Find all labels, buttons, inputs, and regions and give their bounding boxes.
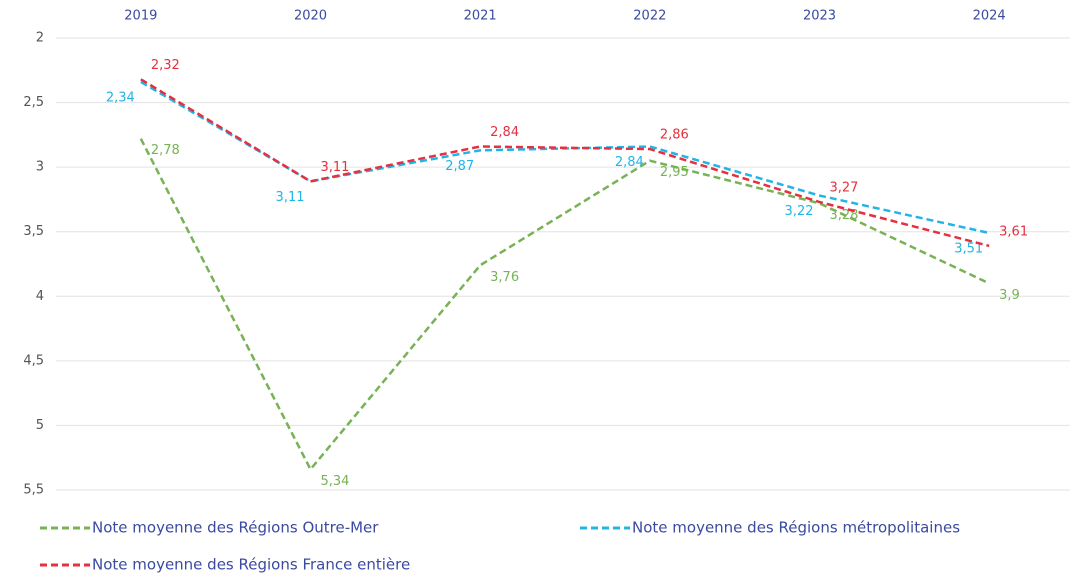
x-tick-label: 2019: [124, 9, 157, 24]
data-label: 3,11: [276, 190, 305, 205]
y-tick-label: 4,5: [23, 353, 44, 368]
data-label: 5,34: [321, 474, 350, 489]
legend-label: Note moyenne des Régions France entière: [92, 556, 410, 574]
x-tick-label: 2024: [973, 9, 1006, 24]
data-label: 3,27: [830, 181, 859, 196]
data-label: 3,28: [830, 208, 859, 223]
legend-label: Note moyenne des Régions Outre-Mer: [92, 519, 379, 537]
data-label: 2,32: [151, 58, 180, 73]
legend-label: Note moyenne des Régions métropolitaines: [632, 519, 960, 537]
y-tick-label: 2: [36, 31, 44, 46]
data-label: 2,95: [660, 165, 689, 180]
data-label: 3,9: [999, 288, 1020, 303]
data-label: 3,11: [321, 160, 350, 175]
x-tick-label: 2020: [294, 9, 327, 24]
y-tick-label: 3,5: [23, 224, 44, 239]
y-tick-label: 5,5: [23, 483, 44, 498]
y-tick-label: 3: [36, 160, 44, 175]
y-tick-label: 4: [36, 289, 44, 304]
x-tick-label: 2023: [803, 9, 836, 24]
y-tick-label: 2,5: [23, 95, 44, 110]
x-tick-label: 2022: [633, 9, 666, 24]
data-label: 3,22: [785, 204, 814, 219]
data-label: 3,61: [999, 224, 1028, 239]
data-label: 2,87: [445, 159, 474, 174]
y-tick-label: 5: [36, 418, 44, 433]
data-label: 3,51: [954, 242, 983, 257]
data-label: 2,78: [151, 143, 180, 158]
series-line: [139, 138, 990, 472]
x-tick-label: 2021: [464, 9, 497, 24]
series-line: [140, 78, 990, 248]
data-label: 2,84: [490, 125, 519, 140]
data-label: 2,34: [106, 90, 135, 105]
data-label: 3,76: [490, 270, 519, 285]
data-label: 2,86: [660, 128, 689, 143]
data-label: 2,84: [615, 155, 644, 170]
series-line: [140, 80, 990, 235]
